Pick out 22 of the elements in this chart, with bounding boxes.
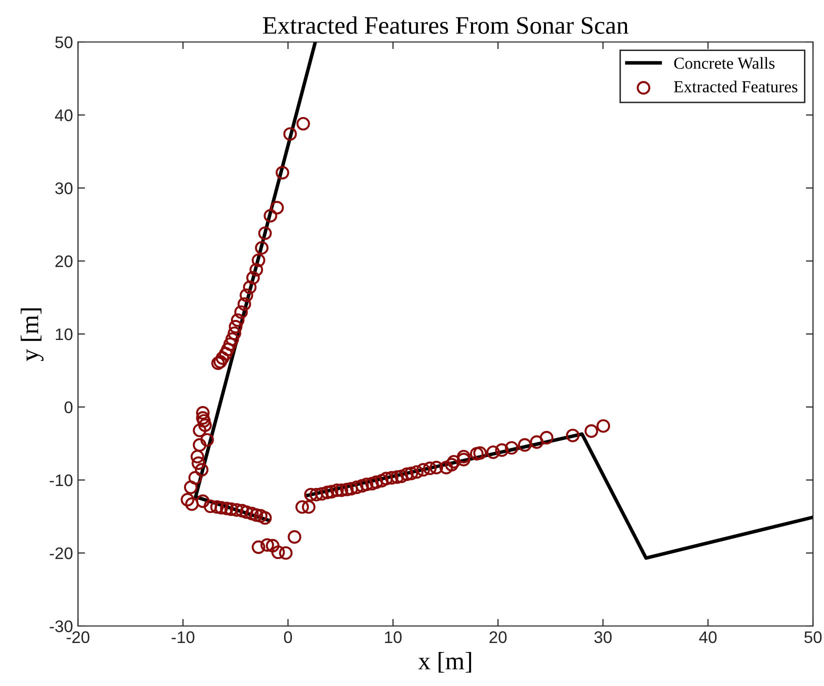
x-tick-label: -20	[66, 631, 90, 644]
x-tick-label: 40	[699, 631, 717, 644]
y-tick-label: 10	[56, 328, 72, 340]
x-axis-title: x [m]	[418, 652, 472, 673]
legend-label: Concrete Walls	[674, 57, 774, 69]
x-tick-label: 10	[385, 631, 402, 644]
legend-label: Extracted Features	[674, 80, 798, 92]
y-tick-label: -10	[50, 474, 72, 486]
y-tick-label: 40	[54, 109, 72, 122]
y-tick-label: 0	[64, 401, 72, 414]
y-tick-label: 20	[55, 255, 72, 268]
x-tick-label: 20	[490, 631, 507, 644]
y-tick-label: 50	[55, 36, 72, 48]
y-tick-label: -30	[50, 620, 72, 632]
x-tick-label: 30	[594, 631, 612, 644]
x-tick-label: 0	[284, 631, 292, 644]
chart-title: Extracted Features From Sonar Scan	[262, 16, 628, 34]
y-axis-title: y [m]	[20, 308, 44, 362]
x-tick-label: -10	[172, 631, 194, 644]
y-tick-label: -20	[50, 547, 72, 560]
x-tick-label: 50	[804, 631, 822, 644]
y-tick-label: 30	[55, 182, 72, 194]
